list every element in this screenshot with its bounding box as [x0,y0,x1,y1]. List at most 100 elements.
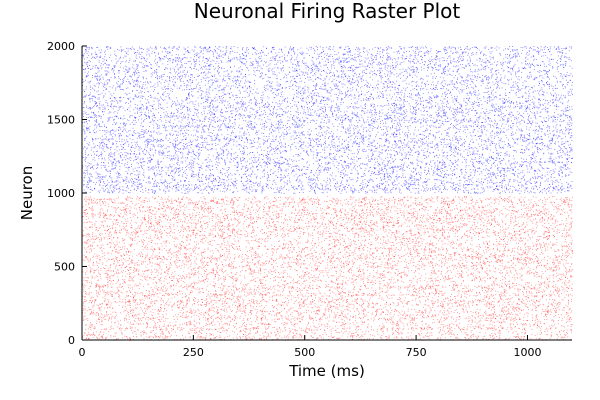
spike-mark [84,260,86,262]
spike-mark [89,248,91,250]
spike-mark [561,235,563,237]
spike-mark [275,251,277,253]
spike-mark [441,209,443,211]
spike-mark [451,226,453,228]
spike-mark [513,231,515,233]
spike-mark [114,214,115,216]
spike-mark [358,257,360,259]
spike-mark [382,243,384,245]
spike-mark [534,233,536,235]
spike-mark [154,231,156,233]
spike-mark [134,213,136,215]
spike-mark [99,247,101,249]
spike-mark [318,222,320,224]
spike-mark [199,216,200,218]
spike-mark [313,229,315,231]
spike-mark [334,210,336,212]
spike-mark [99,257,101,259]
spike-mark [409,243,411,244]
spike-mark [393,233,395,235]
spike-mark [192,215,194,216]
spike-mark [201,208,202,210]
spike-mark [310,252,312,254]
spike-mark [493,226,495,227]
spike-mark [418,260,420,262]
spike-mark [205,228,207,229]
spike-mark [257,227,258,228]
spike-mark [564,204,566,205]
spike-mark [355,199,357,201]
spike-mark [249,221,251,223]
spike-mark [212,201,214,202]
spike-mark [191,201,193,203]
spike-mark [317,228,319,229]
spike-mark [311,200,313,202]
spike-mark [371,224,373,226]
spike-mark [84,235,86,236]
spike-mark [163,256,165,258]
spike-mark [329,257,331,259]
spike-mark [112,227,114,229]
spike-mark [460,244,462,246]
spike-mark [150,222,151,224]
spike-mark [150,242,152,243]
spike-mark [371,228,373,230]
spike-mark [217,215,218,217]
spike-mark [85,219,87,220]
spike-mark [369,248,371,249]
spike-mark [322,260,324,262]
spike-mark [498,243,500,245]
spike-mark [114,210,116,212]
spike-mark [130,201,132,203]
spike-mark [328,228,330,230]
spike-mark [419,209,420,211]
spike-mark [117,214,119,216]
spike-mark [417,255,419,257]
spike-mark [565,239,566,241]
spike-mark [367,214,369,216]
spike-mark [234,218,236,220]
spike-mark [134,239,136,241]
spike-mark [137,226,139,228]
spike-mark [152,213,154,215]
spike-mark [228,235,229,237]
spike-mark [207,247,209,249]
spike-mark [197,219,199,221]
spike-mark [498,203,500,205]
spike-mark [108,228,109,230]
spike-mark [123,253,124,255]
spike-mark [118,216,120,218]
spike-mark [210,234,212,236]
spike-mark [219,258,221,260]
spike-mark [250,202,252,204]
spike-mark [100,215,102,216]
spike-mark [478,259,479,261]
spike-mark [360,256,362,258]
spike-mark [168,242,170,244]
spike-mark [354,249,356,251]
spike-mark [288,244,289,246]
spike-mark [193,222,195,224]
spike-mark [247,241,249,243]
spike-mark [524,232,526,233]
spike-mark [258,246,260,247]
spike-mark [554,255,556,257]
spike-mark [85,209,87,211]
spike-mark [511,210,513,211]
spike-mark [409,219,411,221]
spike-mark [517,258,519,260]
spike-mark [567,203,569,205]
spike-mark [211,200,213,202]
spike-mark [252,222,253,224]
spike-mark [418,204,420,206]
spike-mark [131,220,132,222]
spike-mark [130,207,132,209]
spike-mark [403,233,405,234]
spike-mark [561,210,563,212]
spike-mark [268,231,270,233]
spike-mark [142,260,144,262]
spike-mark [249,261,251,263]
spike-mark [110,242,112,243]
spike-mark [369,236,371,237]
spike-mark [413,245,415,247]
